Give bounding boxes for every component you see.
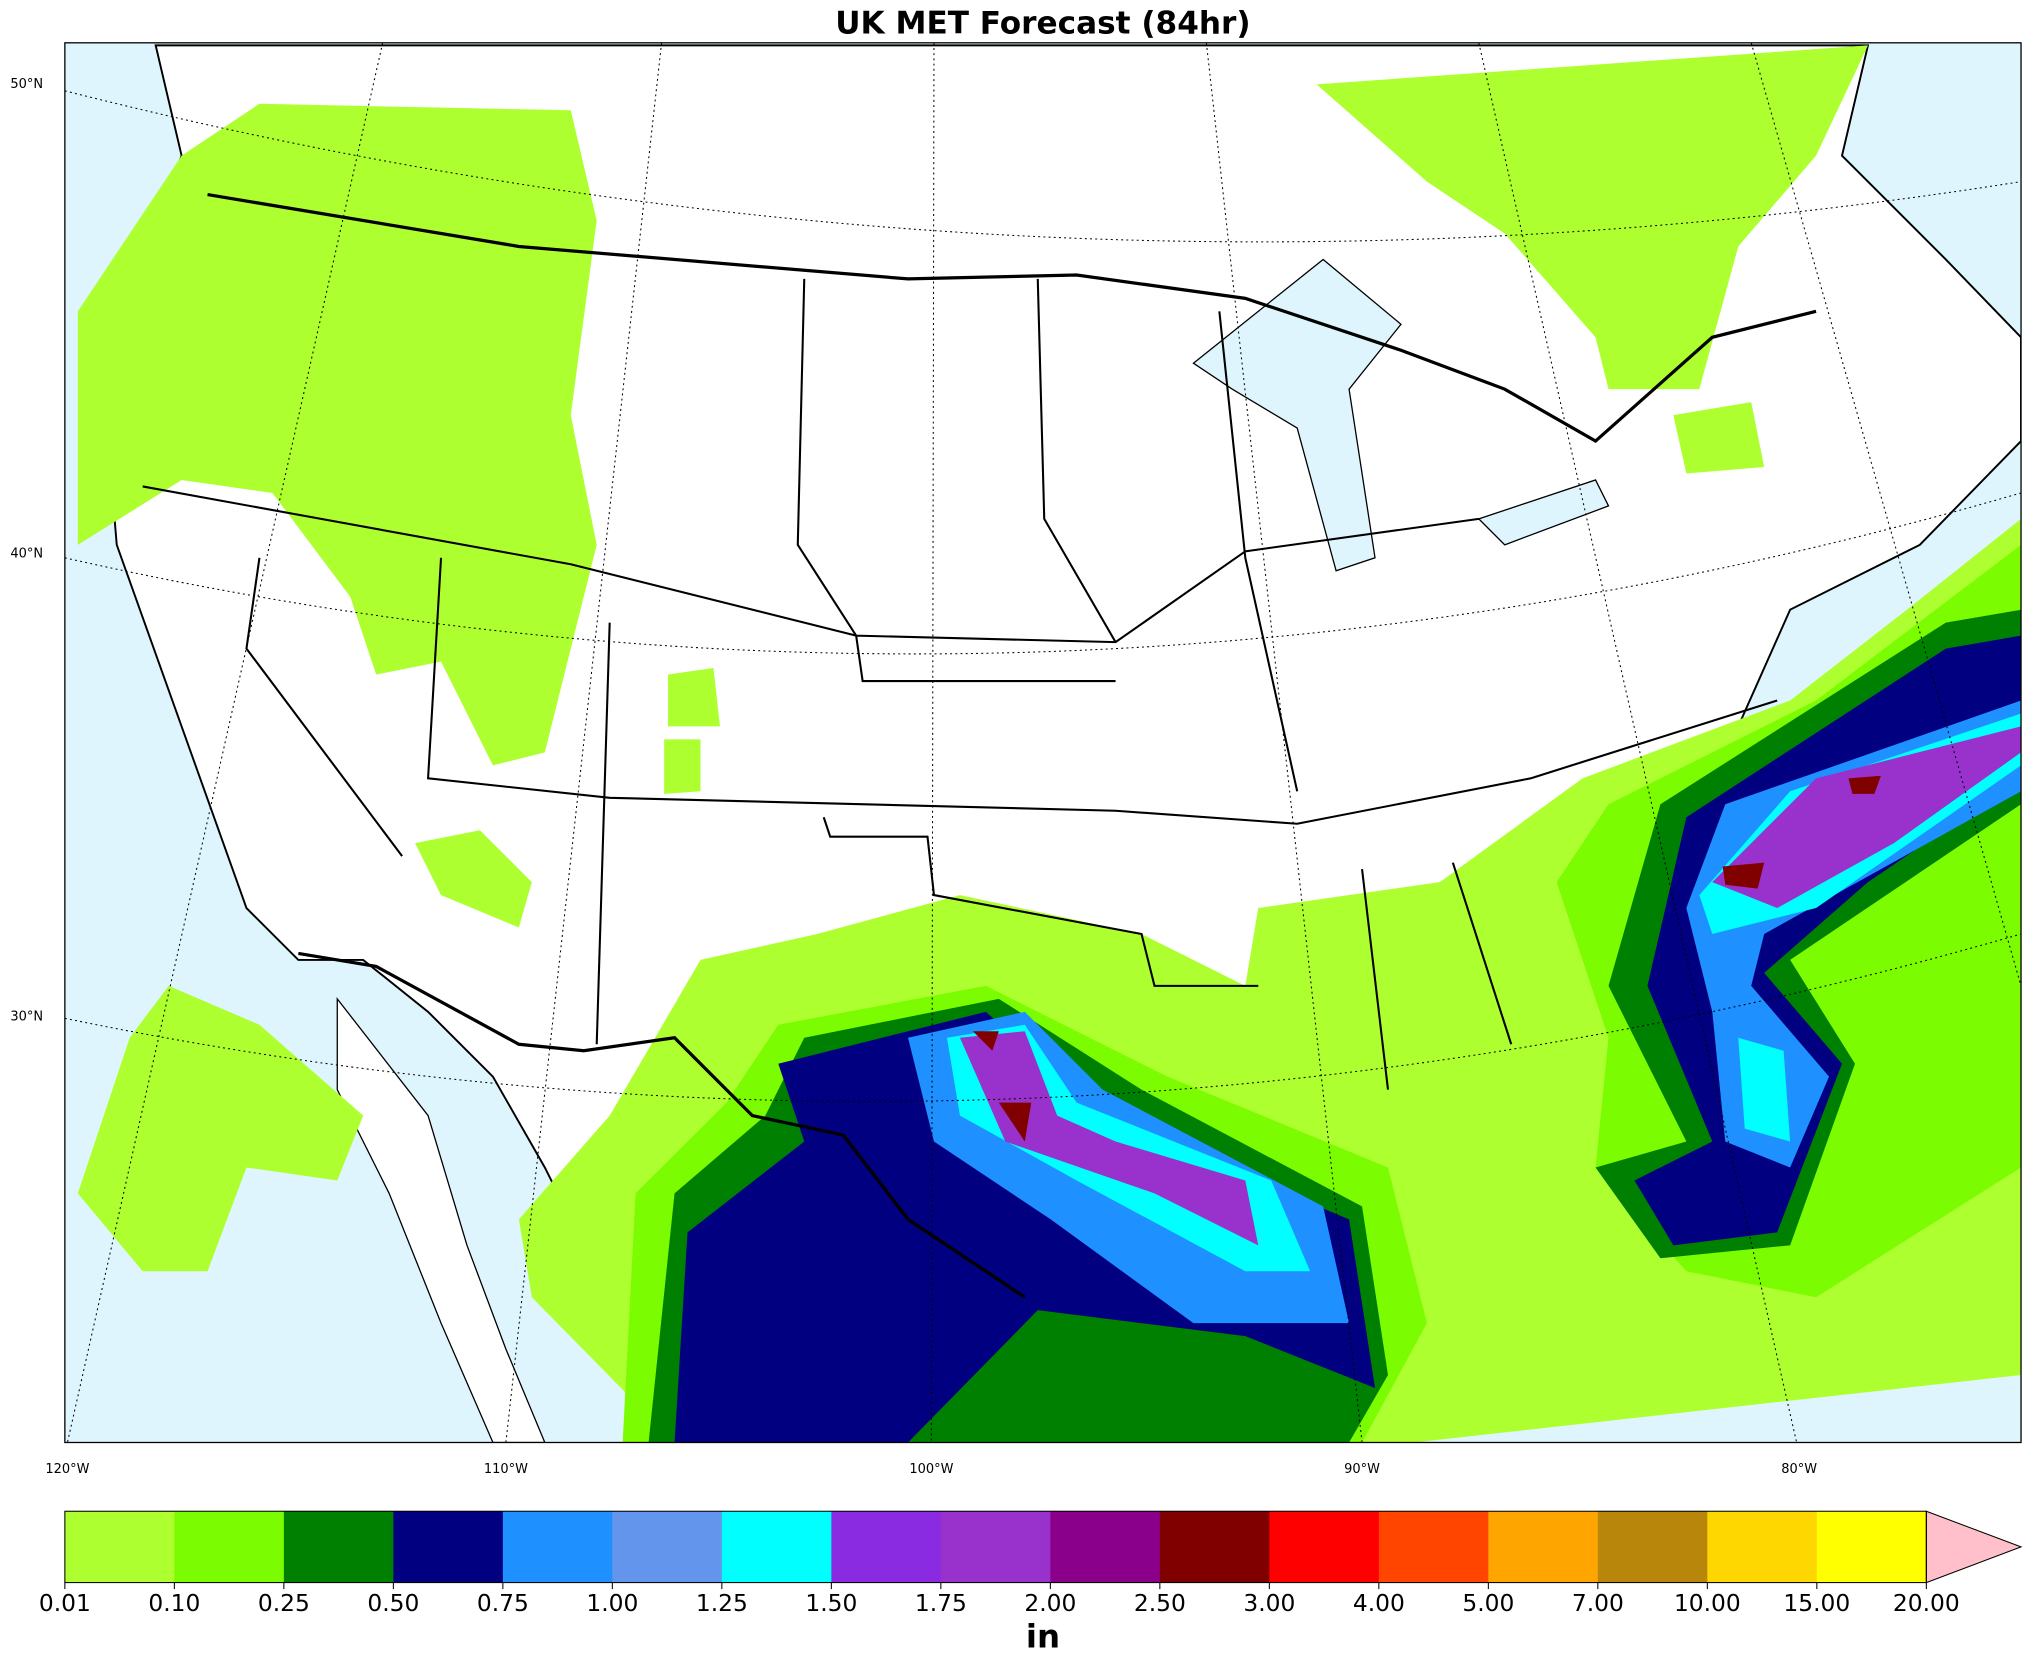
precip-nw	[77, 103, 597, 766]
lat-label: 40°N	[10, 546, 43, 561]
colorbar-segment	[1707, 1511, 1818, 1583]
lon-label: 80°W	[1781, 1462, 1817, 1477]
colorbar-segment	[64, 1511, 176, 1583]
lon-label: 90°W	[1344, 1462, 1380, 1477]
colorbar-segment	[283, 1511, 395, 1583]
colorbar-segment	[940, 1511, 1051, 1583]
precip	[77, 45, 2022, 1443]
colorbar-tick-label: 1.25	[696, 1589, 748, 1617]
precip-tx7	[972, 1031, 1032, 1142]
colorbar-tick-label: 5.00	[1462, 1589, 1514, 1617]
map	[64, 42, 2022, 1443]
colorbar-tick-label: 1.75	[915, 1589, 967, 1617]
graticule	[64, 42, 2022, 1443]
colorbar-tick-label: 15.00	[1783, 1589, 1850, 1617]
lon-label: 100°W	[909, 1462, 953, 1477]
colorbar-segment	[612, 1511, 723, 1583]
colorbar-tick-label: 0.50	[367, 1589, 419, 1617]
colorbar-segment	[393, 1511, 504, 1583]
lon-label: 120°W	[45, 1462, 89, 1477]
precip-se6	[1712, 726, 2022, 909]
parallel	[64, 90, 2022, 243]
canada-border	[207, 192, 1817, 444]
lon-labels: 120°W 110°W 100°W 90°W 80°W	[45, 1462, 1817, 1477]
lat-label: 50°N	[10, 77, 43, 92]
parallel	[64, 933, 2022, 1102]
colorbar-tick-label: 2.50	[1134, 1589, 1186, 1617]
precip-ne	[1316, 45, 1868, 390]
great-lakes	[1192, 258, 1402, 572]
colorbar-tick-label: 1.00	[586, 1589, 638, 1617]
colorbar-tick-label: 3.00	[1243, 1589, 1295, 1617]
colorbar-tick-label: 0.25	[258, 1589, 310, 1617]
colorbar-segment	[831, 1511, 942, 1583]
mexico-border	[298, 951, 1026, 1299]
colorbar-tick-label: 0.01	[39, 1589, 91, 1617]
colorbar-tick-label: 0.10	[148, 1589, 200, 1617]
colorbar-segment	[1488, 1511, 1599, 1583]
precip-se7	[1722, 775, 1881, 889]
map-frame	[64, 42, 2022, 1444]
lake-erie	[1477, 479, 1610, 546]
colorbar-tick-label: 4.00	[1353, 1589, 1405, 1617]
colorbar-segment	[502, 1511, 614, 1583]
colorbar-segment	[1269, 1511, 1380, 1583]
colorbar-tick-label: 7.00	[1572, 1589, 1624, 1617]
colorbar-segment	[1050, 1511, 1161, 1583]
precip-tx3	[674, 1011, 1376, 1443]
colorbar-frame	[64, 1510, 1927, 1584]
precip-ne2	[1673, 402, 1765, 474]
colorbar-segment	[1816, 1511, 1927, 1583]
title: UK MET Forecast (84hr)	[835, 6, 1250, 42]
borders	[142, 192, 1817, 1299]
colorbar-tick-label: 20.00	[1893, 1589, 1960, 1617]
lon-label: 110°W	[484, 1462, 528, 1477]
precip-mx	[77, 985, 364, 1272]
lat-label: 30°N	[10, 1010, 43, 1025]
colorbar-segment	[721, 1511, 832, 1583]
precip-co	[664, 668, 720, 794]
colorbar-tick-label: 0.75	[477, 1589, 529, 1617]
colorbar-segment	[174, 1511, 285, 1583]
baja	[336, 996, 546, 1443]
colorbar-tick-label: 1.50	[805, 1589, 857, 1617]
parallel	[64, 492, 2022, 655]
colorbar-tick-label: 2.00	[1024, 1589, 1076, 1617]
colorbar-tick-label: 10.00	[1674, 1589, 1741, 1617]
precip-az	[415, 830, 532, 928]
colorbar-segment	[1597, 1511, 1708, 1583]
colorbar-segment	[1159, 1511, 1270, 1583]
colorbar-segment	[1378, 1511, 1489, 1583]
colorbar-extend	[1925, 1510, 2023, 1584]
lat-labels: 50°N 40°N 30°N	[10, 77, 43, 1025]
colorbar-unit: in	[1026, 1617, 1060, 1655]
precip-tx6	[959, 1031, 1259, 1246]
colorbar: 0.01 0.10 0.25 0.50 0.75 1.00 1.25 1.50 1.75 2.00…	[39, 1510, 2023, 1617]
meridian	[66, 42, 2022, 1443]
